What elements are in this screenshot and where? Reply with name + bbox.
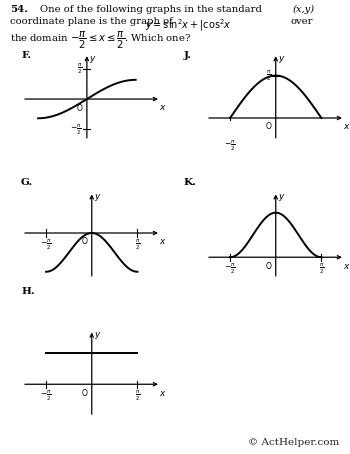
Text: O: O	[77, 104, 83, 113]
Text: © ActHelper.com: © ActHelper.com	[248, 438, 340, 447]
Text: y: y	[279, 54, 284, 63]
Text: $\frac{\pi}{2}$: $\frac{\pi}{2}$	[77, 61, 83, 76]
Text: x: x	[160, 237, 165, 247]
Text: O: O	[82, 237, 88, 247]
Text: $\frac{\pi}{2}$: $\frac{\pi}{2}$	[266, 68, 272, 83]
Text: One of the following graphs in the standard: One of the following graphs in the stand…	[40, 5, 265, 14]
Text: O: O	[266, 262, 272, 271]
Text: over: over	[290, 17, 313, 26]
Text: y: y	[94, 330, 100, 339]
Text: $-\frac{\pi}{2}$: $-\frac{\pi}{2}$	[224, 262, 236, 276]
Text: O: O	[82, 389, 88, 398]
Text: x: x	[344, 262, 349, 271]
Text: x: x	[344, 123, 349, 131]
Text: x: x	[160, 104, 165, 113]
Text: K.: K.	[184, 178, 197, 187]
Text: $-\frac{\pi}{2}$: $-\frac{\pi}{2}$	[224, 138, 236, 153]
Text: x: x	[160, 389, 165, 398]
Text: $-\frac{\pi}{2}$: $-\frac{\pi}{2}$	[40, 237, 52, 252]
Text: $-\frac{\pi}{2}$: $-\frac{\pi}{2}$	[40, 389, 52, 403]
Text: O: O	[266, 123, 272, 132]
Text: $\frac{\pi}{2}$: $\frac{\pi}{2}$	[135, 237, 140, 252]
Text: J.: J.	[184, 51, 192, 60]
Text: coordinate plane is the graph of: coordinate plane is the graph of	[10, 17, 176, 26]
Text: $y = \sin^2\!x + |\cos^2\!x$: $y = \sin^2\!x + |\cos^2\!x$	[145, 17, 232, 33]
Text: G.: G.	[21, 178, 33, 187]
Text: y: y	[94, 192, 100, 201]
Text: $\frac{\pi}{2}$: $\frac{\pi}{2}$	[135, 389, 140, 403]
Text: the domain $-\dfrac{\pi}{2} \leq x \leq \dfrac{\pi}{2}$. Which one?: the domain $-\dfrac{\pi}{2} \leq x \leq …	[10, 30, 191, 51]
Text: H.: H.	[21, 287, 35, 296]
Text: F.: F.	[21, 51, 31, 60]
Text: (x,y): (x,y)	[292, 5, 314, 14]
Text: $-\frac{\pi}{2}$: $-\frac{\pi}{2}$	[70, 122, 82, 137]
Text: 54.: 54.	[10, 5, 28, 14]
Text: y: y	[279, 192, 284, 202]
Text: y: y	[90, 54, 95, 63]
Text: $\frac{\pi}{2}$: $\frac{\pi}{2}$	[319, 262, 324, 276]
